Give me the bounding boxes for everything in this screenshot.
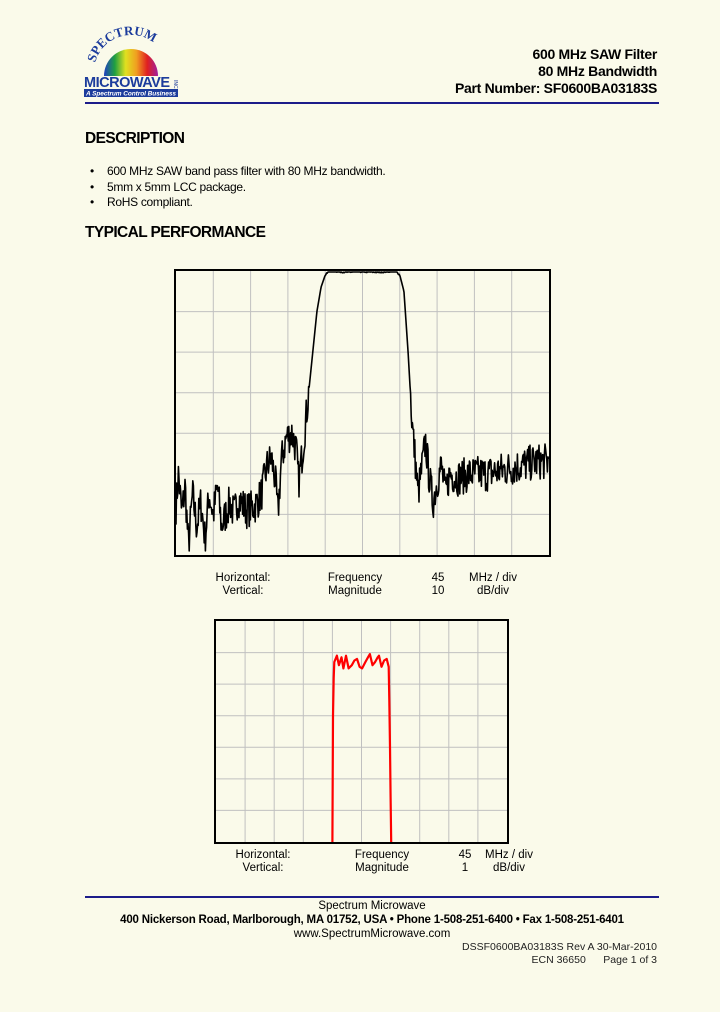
company-logo: SPECTRUM MICROWAVE INC. A Spectrum Contr… [82, 23, 180, 100]
series-line [176, 271, 549, 552]
description-heading: DESCRIPTION [85, 130, 185, 147]
v-value: 10 [431, 585, 445, 597]
chart-plot-area [176, 271, 549, 555]
h-label: Horizontal: [235, 849, 291, 861]
description-bullet: • 600 MHz SAW band pass filter with 80 MH… [90, 164, 386, 178]
v-value: 1 [461, 862, 469, 874]
product-title: 600 MHz SAW Filter [532, 46, 657, 62]
typical-performance-heading: TYPICAL PERFORMANCE [85, 224, 266, 241]
ecn-page-number: ECN 36650 Page 1 of 3 [531, 954, 658, 966]
passband-response-chart [214, 619, 509, 844]
h-name: Frequency [327, 572, 383, 584]
v-unit: dB/div [493, 862, 525, 874]
svg-text:MICROWAVE: MICROWAVE [84, 75, 170, 91]
v-label: Vertical: [222, 585, 264, 597]
v-name: Magnitude [355, 862, 409, 874]
series-line [331, 653, 393, 842]
description-bullet: • RoHS compliant. [90, 195, 193, 209]
header-divider [85, 102, 659, 104]
h-label: Horizontal: [215, 572, 271, 584]
h-name: Frequency [354, 849, 410, 861]
svg-text:INC.: INC. [172, 80, 178, 90]
h-unit: MHz / div [485, 849, 533, 861]
footer-address: 400 Nickerson Road, Marlborough, MA 0175… [120, 914, 624, 926]
h-unit: MHz / div [469, 572, 517, 584]
description-bullet: • 5mm x 5mm LCC package. [90, 180, 246, 194]
footer-company: Spectrum Microwave [318, 900, 426, 912]
v-unit: dB/div [477, 585, 509, 597]
h-value: 45 [431, 572, 445, 584]
document-revision: DSSF0600BA03183S Rev A 30-Mar-2010 [462, 941, 657, 953]
wideband-response-chart [174, 269, 551, 557]
h-value: 45 [458, 849, 472, 861]
bandwidth-title: 80 MHz Bandwidth [538, 63, 657, 79]
v-name: Magnitude [328, 585, 382, 597]
part-number: Part Number: SF0600BA03183S [455, 80, 657, 96]
chart-plot-area [216, 621, 507, 842]
footer-website[interactable]: www.SpectrumMicrowave.com [293, 928, 451, 940]
v-label: Vertical: [242, 862, 284, 874]
svg-text:A Spectrum Control Business: A Spectrum Control Business [85, 91, 176, 98]
footer-divider [85, 896, 659, 898]
